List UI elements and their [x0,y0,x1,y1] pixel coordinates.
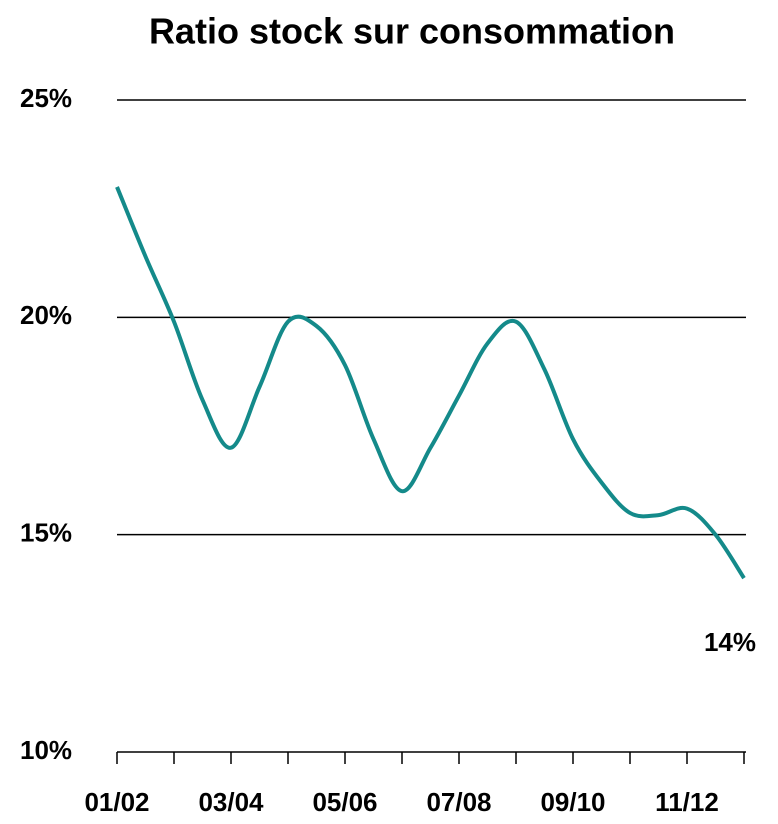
data-label: 14% [704,627,756,657]
x-tick-label: 03/04 [198,787,264,817]
y-tick-label: 25% [20,83,72,113]
chart-title: Ratio stock sur consommation [149,11,675,52]
y-tick-label: 15% [20,518,72,548]
y-tick-label: 10% [20,735,72,765]
x-tick-label: 09/10 [540,787,605,817]
x-tick-label: 11/12 [655,787,719,817]
x-tick-label: 05/06 [312,787,377,817]
line-series [115,186,746,580]
x-tick-label: 01/02 [84,787,149,817]
x-tick-label: 07/08 [426,787,491,817]
y-tick-label: 20% [20,300,72,330]
